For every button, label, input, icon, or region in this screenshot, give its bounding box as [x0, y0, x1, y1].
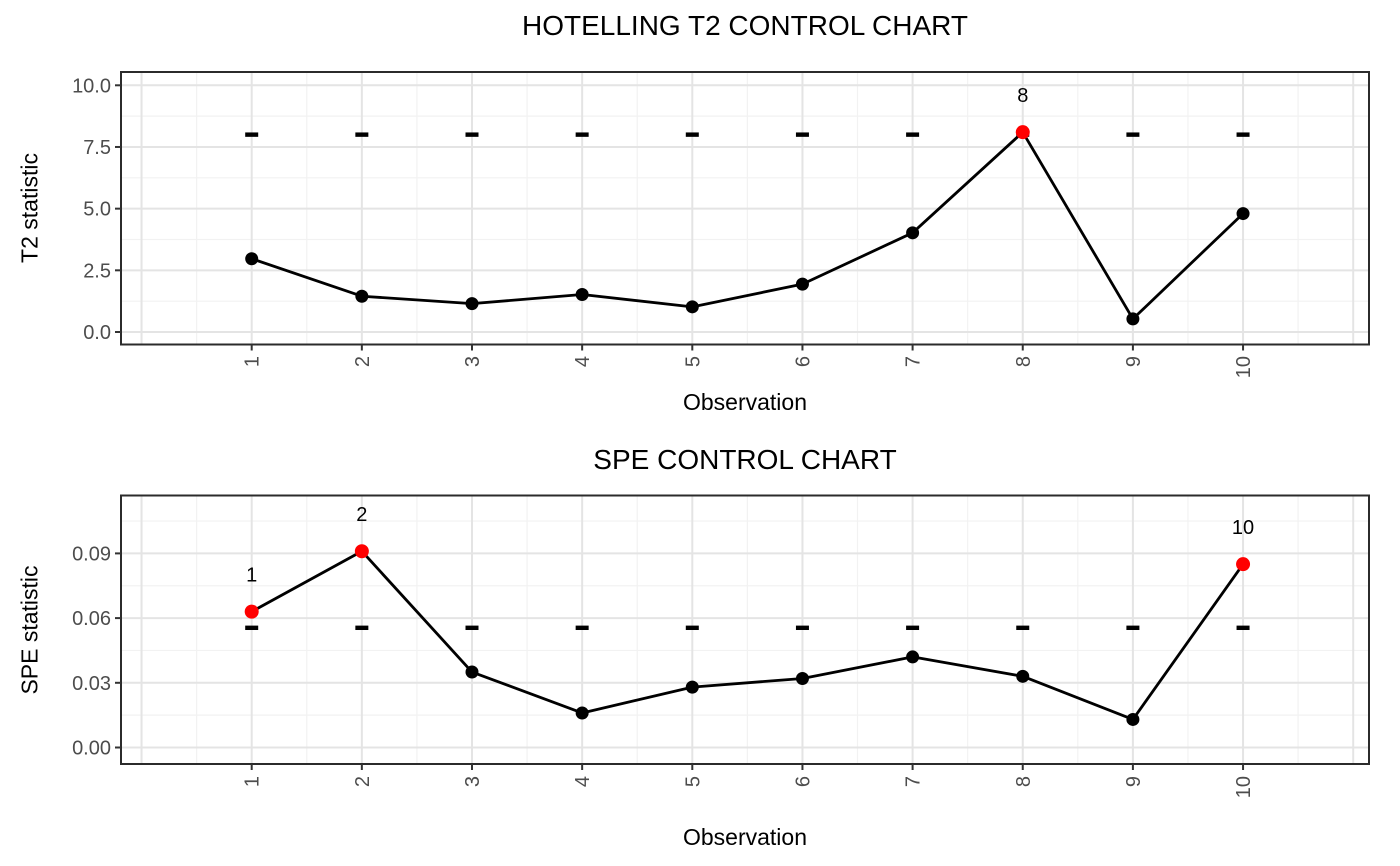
point-label: 1	[246, 565, 257, 587]
data-point	[575, 706, 589, 720]
t2-x-axis-title: Observation	[682, 389, 807, 415]
data-point	[1016, 669, 1030, 683]
series-line	[250, 130, 1245, 321]
t2-chart-panel: 8 0.0 2.5 5.0 7.5 10.0 1 2 3 4 5 6 7 8 9 10	[72, 71, 1370, 378]
x-tick-label: 4	[572, 776, 594, 787]
control-limit-dash	[906, 625, 920, 631]
control-limit-dash	[1126, 132, 1140, 137]
control-limit-dash	[685, 625, 699, 631]
point-label: 2	[356, 504, 367, 526]
data-point	[1126, 312, 1140, 326]
control-limit-dash	[465, 132, 479, 137]
y-tick-label: 0.06	[72, 608, 111, 630]
out-of-control-point	[244, 604, 259, 619]
x-tick-label: 3	[462, 356, 484, 367]
data-point	[795, 277, 809, 291]
y-tick-label: 0.0	[83, 322, 111, 344]
control-limit-dash	[355, 625, 369, 631]
x-tick-label: 4	[572, 356, 594, 367]
point-label: 8	[1017, 85, 1028, 107]
spe-chart-panel: 1 2 10 0.00 0.03 0.06 0.09 1 2 3 4 5 6 7 8 9 10	[72, 494, 1370, 798]
control-limit-dash	[906, 132, 920, 137]
x-tick-label: 5	[682, 356, 704, 367]
data-point	[1236, 207, 1250, 221]
y-tick-label: 7.5	[83, 137, 111, 159]
x-tick-label: 2	[352, 356, 374, 367]
y-tick-label: 0.03	[72, 673, 111, 695]
x-tick-label: 1	[242, 356, 264, 367]
x-tick-label: 9	[1123, 776, 1145, 787]
control-limit-dash	[1016, 625, 1030, 631]
panel-border	[120, 494, 1370, 765]
x-tick-label: 8	[1013, 356, 1035, 367]
x-tick-label: 7	[903, 776, 925, 787]
x-tick-label: 5	[682, 776, 704, 787]
data-point	[685, 300, 699, 314]
spe-chart-title: SPE CONTROL CHART	[593, 444, 897, 475]
out-of-control-point	[1015, 125, 1030, 140]
control-limit-dash	[795, 625, 809, 631]
control-limit-dash	[355, 132, 369, 137]
t2-chart-title: HOTELLING T2 CONTROL CHART	[521, 10, 968, 41]
data-point	[355, 289, 369, 303]
series-line	[250, 549, 1245, 721]
out-of-control-point	[1236, 557, 1251, 572]
data-point	[795, 671, 809, 685]
x-tick-label: 9	[1123, 356, 1145, 367]
y-tick-label: 0.09	[72, 543, 111, 565]
x-tick-label: 8	[1013, 776, 1035, 787]
control-limit-dash	[685, 132, 699, 137]
x-tick-label: 6	[792, 356, 814, 367]
data-point	[906, 226, 920, 240]
control-limit-dash	[465, 625, 479, 631]
control-limit-dash	[245, 625, 259, 631]
data-point	[465, 665, 479, 679]
data-point	[1126, 712, 1140, 726]
y-tick-label: 5.0	[83, 199, 111, 221]
x-tick-label: 7	[903, 356, 925, 367]
out-of-control-point	[354, 544, 369, 559]
control-limit-dash	[245, 132, 259, 137]
control-limit-dash	[1236, 132, 1250, 137]
x-tick-label: 3	[462, 776, 484, 787]
control-limit-dash	[575, 132, 589, 137]
control-limit-dash	[1126, 625, 1140, 631]
data-point	[906, 650, 920, 664]
x-tick-label: 10	[1233, 776, 1255, 798]
x-tick-label: 6	[792, 776, 814, 787]
data-point	[245, 252, 259, 266]
x-tick-label: 1	[242, 776, 264, 787]
y-tick-label: 10.0	[72, 75, 111, 97]
x-tick-label: 2	[352, 776, 374, 787]
spe-x-axis-title: Observation	[682, 824, 807, 850]
x-tick-label: 10	[1233, 356, 1255, 378]
y-tick-label: 0.00	[72, 738, 111, 760]
data-point	[685, 680, 699, 694]
control-limit-dash	[795, 132, 809, 137]
control-limit-dash	[575, 625, 589, 631]
data-point	[575, 288, 589, 302]
y-tick-label: 2.5	[83, 260, 111, 282]
point-label: 10	[1232, 517, 1254, 539]
control-limit-dash	[1236, 625, 1250, 631]
data-point	[465, 297, 479, 311]
